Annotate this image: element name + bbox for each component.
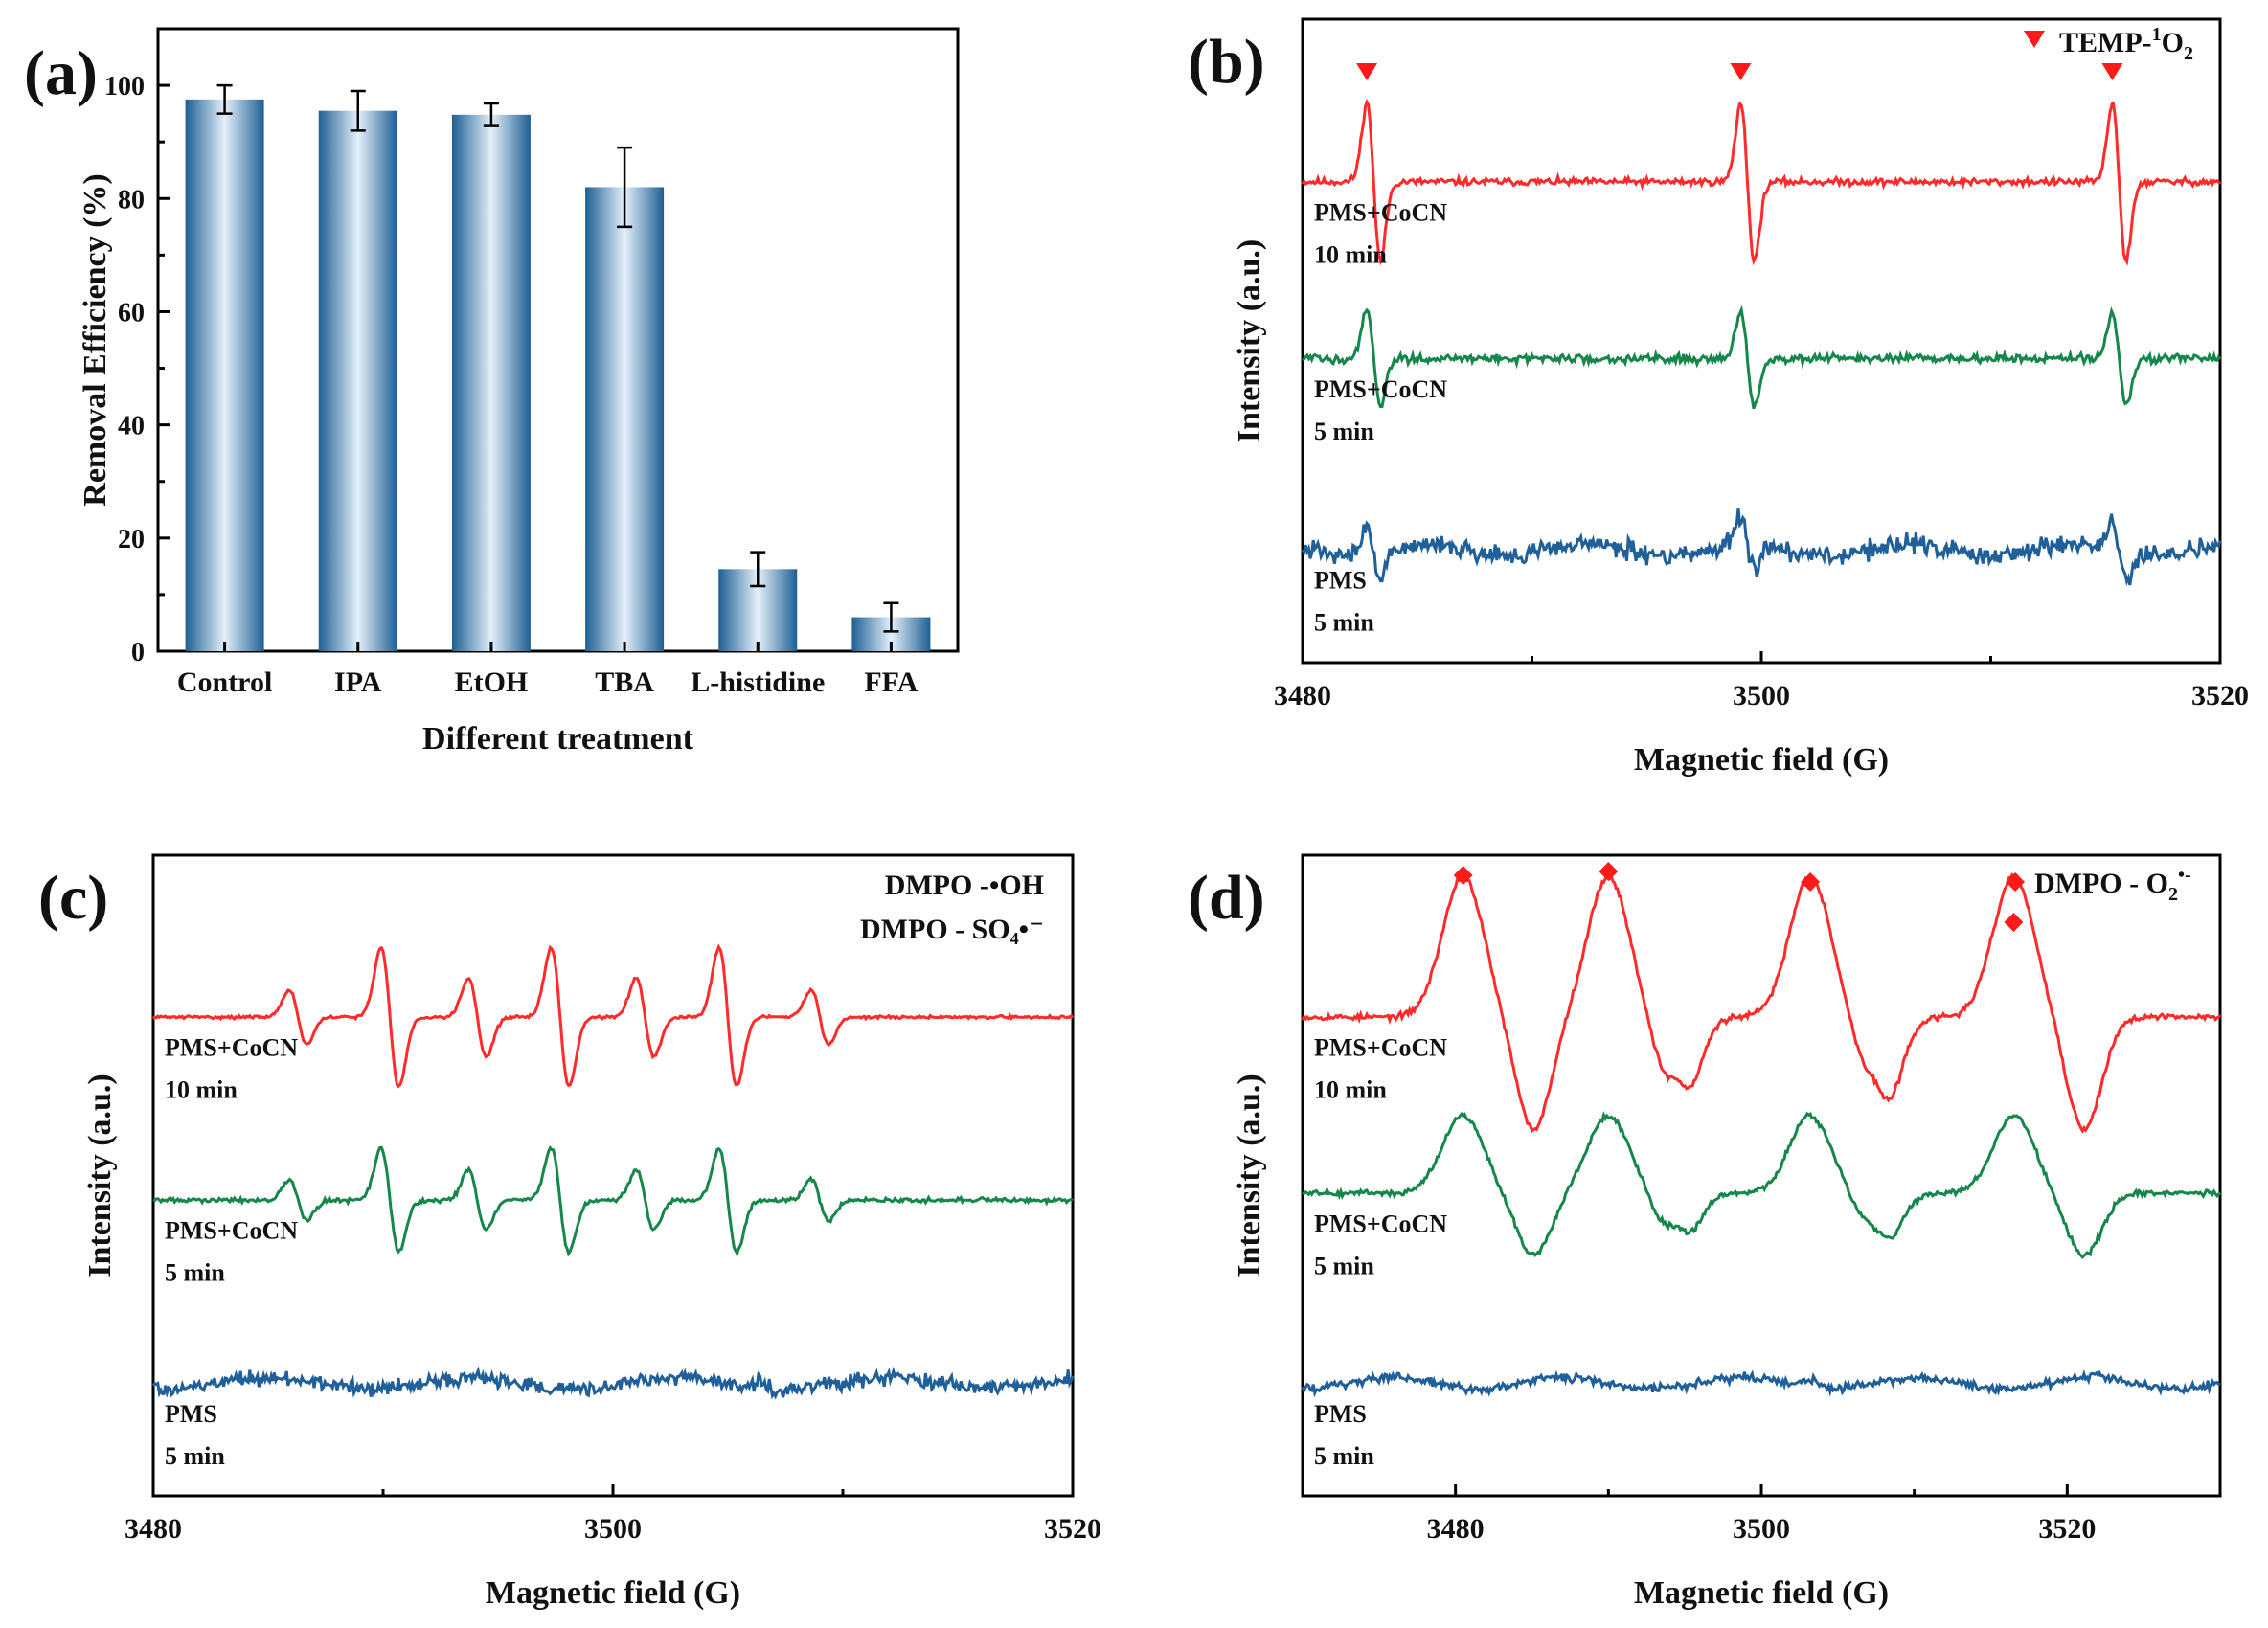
series-label: 5 min [1314, 418, 1374, 445]
y-axis-label: Intensity (a.u.) [1232, 1074, 1267, 1278]
panel-label: (a) [24, 38, 98, 108]
y-tick-label: 80 [118, 185, 145, 215]
legend-label: TEMP-1O2 [2059, 24, 2193, 64]
plot-frame [1301, 17, 2222, 665]
series-label: PMS+CoCN [1314, 1210, 1447, 1237]
series-label: PMS+CoCN [1314, 375, 1447, 403]
marker-diamond-icon [1801, 872, 1821, 892]
x-tick-label: TBA [595, 667, 654, 698]
series-label: 10 min [165, 1076, 238, 1104]
series-pms-cocn-10-min [1301, 870, 2222, 1134]
panel-label: (d) [1188, 863, 1265, 933]
series-label: 5 min [1314, 1252, 1374, 1279]
panel-label: (c) [38, 863, 108, 933]
y-axis-label: Intensity (a.u.) [82, 1074, 118, 1278]
bar-control [185, 99, 264, 651]
series-pms-cocn-10-min [1301, 99, 2222, 266]
series-label: 5 min [165, 1442, 225, 1470]
plot-frame [1301, 853, 2222, 1498]
x-tick-label: 3520 [2038, 1513, 2096, 1545]
panel-label: (b) [1188, 27, 1265, 97]
panel-d: 3480 3500 3520 Magnetic field (G) Intensity … [1188, 853, 2222, 1611]
marker-diamond-icon [1453, 866, 1473, 885]
x-axis-label: Magnetic field (G) [1634, 742, 1889, 778]
series-label: 5 min [165, 1259, 225, 1287]
series-label: PMS+CoCN [165, 1034, 298, 1062]
x-tick-label: L-histidine [691, 667, 825, 698]
series-label: PMS [165, 1400, 217, 1428]
legend-diamond-icon [2006, 872, 2025, 892]
series-label: 10 min [1314, 1076, 1387, 1104]
series-pms-5-min [1301, 508, 2222, 587]
plot-frame [151, 853, 1075, 1498]
legend-triangle-icon [2024, 31, 2045, 48]
series-pms-5-min [1301, 1368, 2221, 1398]
legend-label: DMPO - O2•- [2034, 865, 2191, 905]
y-tick-label: 0 [131, 638, 145, 667]
marker-triangle-icon [1356, 63, 1378, 80]
series-pms-cocn-5-min [1302, 305, 2222, 410]
marker-diamond-icon [1599, 862, 1619, 881]
x-tick-label: 3500 [1733, 680, 1790, 712]
panel-a: 0 20 40 60 80 100 Control IPA EtOH TBA L-histidine… [24, 27, 960, 757]
series-label: 5 min [1314, 608, 1374, 636]
legend-label: DMPO -•OH [885, 870, 1044, 901]
series-pms-cocn-5-min [1302, 1110, 2222, 1260]
x-tick-label: 3500 [584, 1513, 642, 1545]
y-axis-label: Intensity (a.u.) [1232, 239, 1267, 443]
legend-label: DMPO - SO₄•⁻ [860, 914, 1044, 945]
x-tick-label: 3500 [1733, 1513, 1790, 1545]
series-label: PMS+CoCN [1314, 198, 1447, 226]
x-tick-label: 3520 [2191, 680, 2249, 712]
x-tick-label: IPA [334, 667, 382, 698]
y-tick-label: 20 [118, 525, 145, 554]
x-tick-label: Control [177, 667, 272, 698]
x-tick-label: FFA [864, 667, 918, 698]
x-tick-label: 3480 [125, 1513, 182, 1545]
series-label: 5 min [1314, 1442, 1374, 1470]
series-pms-5-min [151, 1366, 1075, 1400]
series-label: PMS [1314, 1400, 1367, 1428]
series-label: PMS+CoCN [165, 1217, 298, 1245]
series-label: PMS+CoCN [1314, 1034, 1447, 1062]
x-tick-label: 3480 [1427, 1513, 1485, 1545]
y-tick-label: 100 [104, 72, 145, 102]
plot-frame [156, 27, 960, 653]
y-tick-label: 40 [118, 412, 145, 441]
bar-tba [585, 187, 665, 652]
x-axis-label: Different treatment [422, 721, 694, 757]
panel-c: 3480 3500 3520 Magnetic field (G) Intensity … [38, 853, 1101, 1611]
x-tick-label: 3520 [1044, 1513, 1101, 1545]
marker-triangle-icon [2101, 63, 2123, 80]
series-pms-cocn-5-min [152, 1145, 1074, 1257]
x-tick-label: EtOH [455, 667, 529, 698]
series-pms-cocn-10-min [151, 943, 1075, 1089]
marker-diamond-icon [2004, 913, 2024, 932]
marker-triangle-icon [1730, 63, 1752, 80]
x-axis-label: Magnetic field (G) [1634, 1575, 1889, 1611]
series-label: PMS [1314, 566, 1367, 594]
y-axis-label: Removal Efficiency (%) [78, 173, 113, 506]
panel-b: 3480 3500 3520 Magnetic field (G) Intensity … [1188, 17, 2249, 778]
y-tick-label: 60 [118, 298, 145, 328]
series-label: 10 min [1314, 240, 1387, 268]
bar-etoh [451, 114, 531, 652]
x-axis-label: Magnetic field (G) [486, 1575, 740, 1611]
bar-ipa [318, 110, 397, 651]
x-tick-label: 3480 [1274, 680, 1331, 712]
